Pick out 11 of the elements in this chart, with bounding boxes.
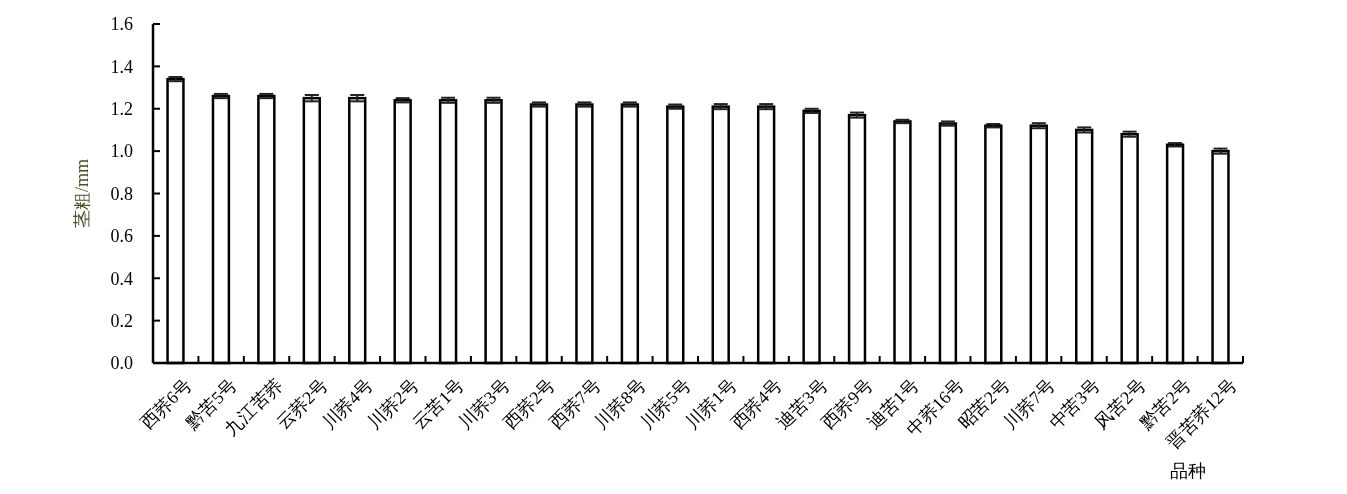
y-tick-label: 1.6 — [110, 14, 133, 35]
y-tick-label: 1.0 — [110, 141, 133, 162]
y-tick-label: 0.6 — [110, 226, 133, 247]
x-axis-title: 品种 — [1170, 461, 1206, 481]
y-tick-label: 1.4 — [110, 56, 133, 77]
y-tick-label: 0.4 — [110, 268, 133, 289]
y-tick-label: 0.0 — [110, 353, 133, 374]
y-tick-label: 0.8 — [110, 183, 133, 204]
y-tick-label: 1.2 — [110, 99, 133, 120]
y-tick-label: 0.2 — [110, 310, 133, 331]
y-axis-title: 茎粗/mm — [72, 158, 92, 229]
